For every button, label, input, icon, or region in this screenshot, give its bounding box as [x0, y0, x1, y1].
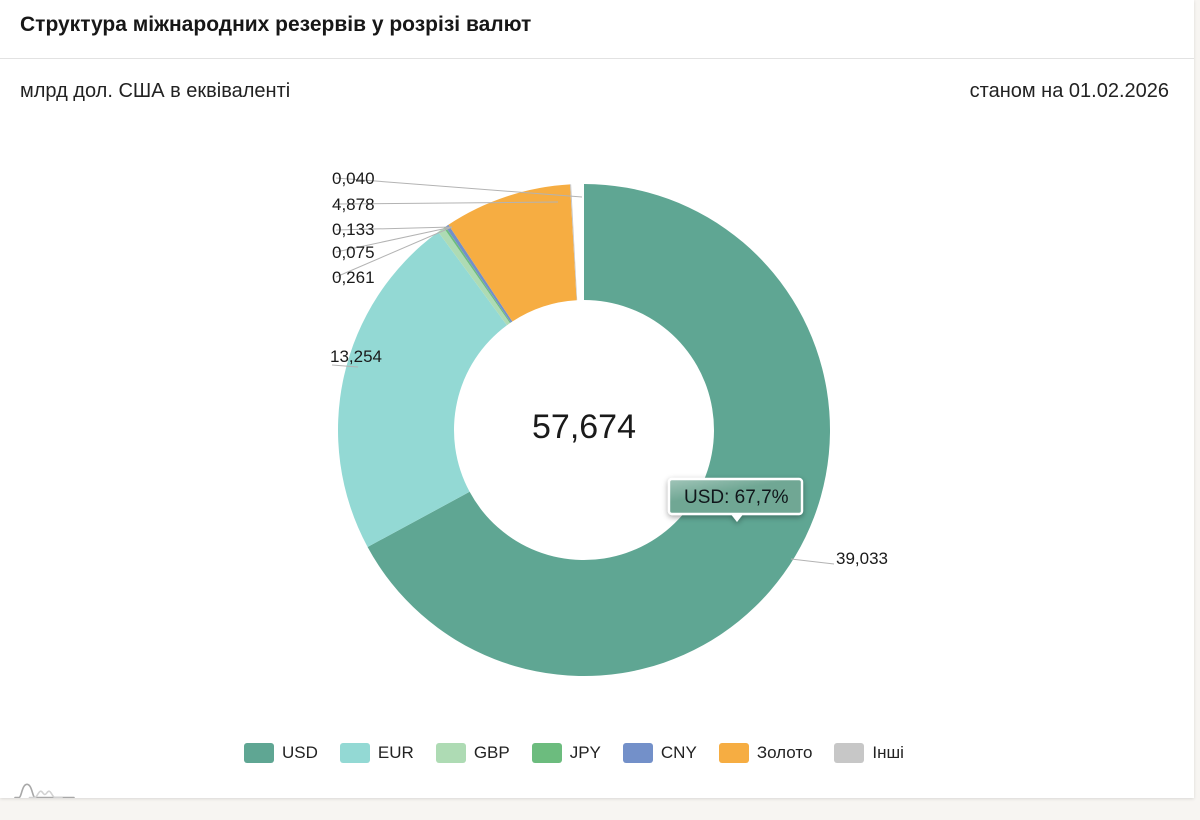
svg-text:39,033: 39,033 [836, 549, 888, 568]
svg-text:57,674: 57,674 [532, 408, 636, 446]
svg-text:13,254: 13,254 [330, 347, 382, 366]
svg-text:4,878: 4,878 [332, 195, 375, 214]
svg-text:0,133: 0,133 [332, 220, 375, 239]
svg-text:USD: 67,7%: USD: 67,7% [684, 487, 789, 508]
svg-text:0,075: 0,075 [332, 243, 375, 262]
svg-text:0,040: 0,040 [332, 169, 375, 188]
svg-text:0,261: 0,261 [332, 268, 375, 287]
